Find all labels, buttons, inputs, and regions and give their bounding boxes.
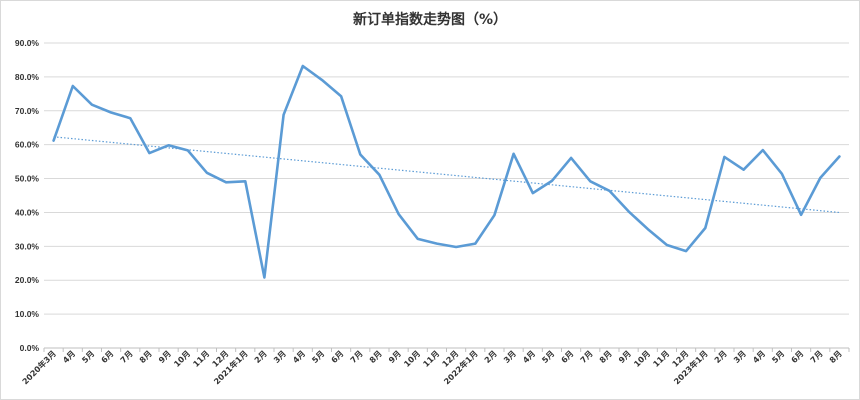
trendline (53, 136, 840, 214)
y-tick-label: 0.0% (20, 343, 40, 353)
gridlines (44, 42, 849, 349)
y-tick-label: 10.0% (15, 309, 40, 319)
y-tick-label: 90.0% (15, 38, 40, 48)
x-tick-label: 10月 (632, 349, 652, 369)
y-tick-label: 30.0% (15, 241, 40, 251)
y-tick-label: 20.0% (15, 275, 40, 285)
chart-title: 新订单指数走势图（%） (352, 12, 508, 28)
y-tick-label: 70.0% (15, 106, 40, 116)
x-tick-label: 10月 (402, 349, 422, 369)
y-tick-label: 40.0% (15, 207, 40, 217)
y-tick-label: 50.0% (15, 174, 40, 184)
y-axis-ticks: 0.0% 10.0% 20.0% 30.0% 40.0% 50.0% 60.0% 70.0% 8… (15, 38, 40, 353)
x-tick-label: 11月 (191, 349, 211, 369)
x-tick-label: 11月 (651, 349, 671, 369)
y-tick-label: 80.0% (15, 72, 40, 82)
x-tick-label: 2020年3月 (20, 348, 58, 386)
y-tick-label: 60.0% (15, 140, 40, 150)
x-tick-label: 11月 (421, 349, 441, 369)
series-layer (52, 64, 841, 279)
series-line (52, 64, 841, 279)
trendline-layer (53, 136, 840, 214)
x-tick-label: 10月 (172, 349, 192, 369)
